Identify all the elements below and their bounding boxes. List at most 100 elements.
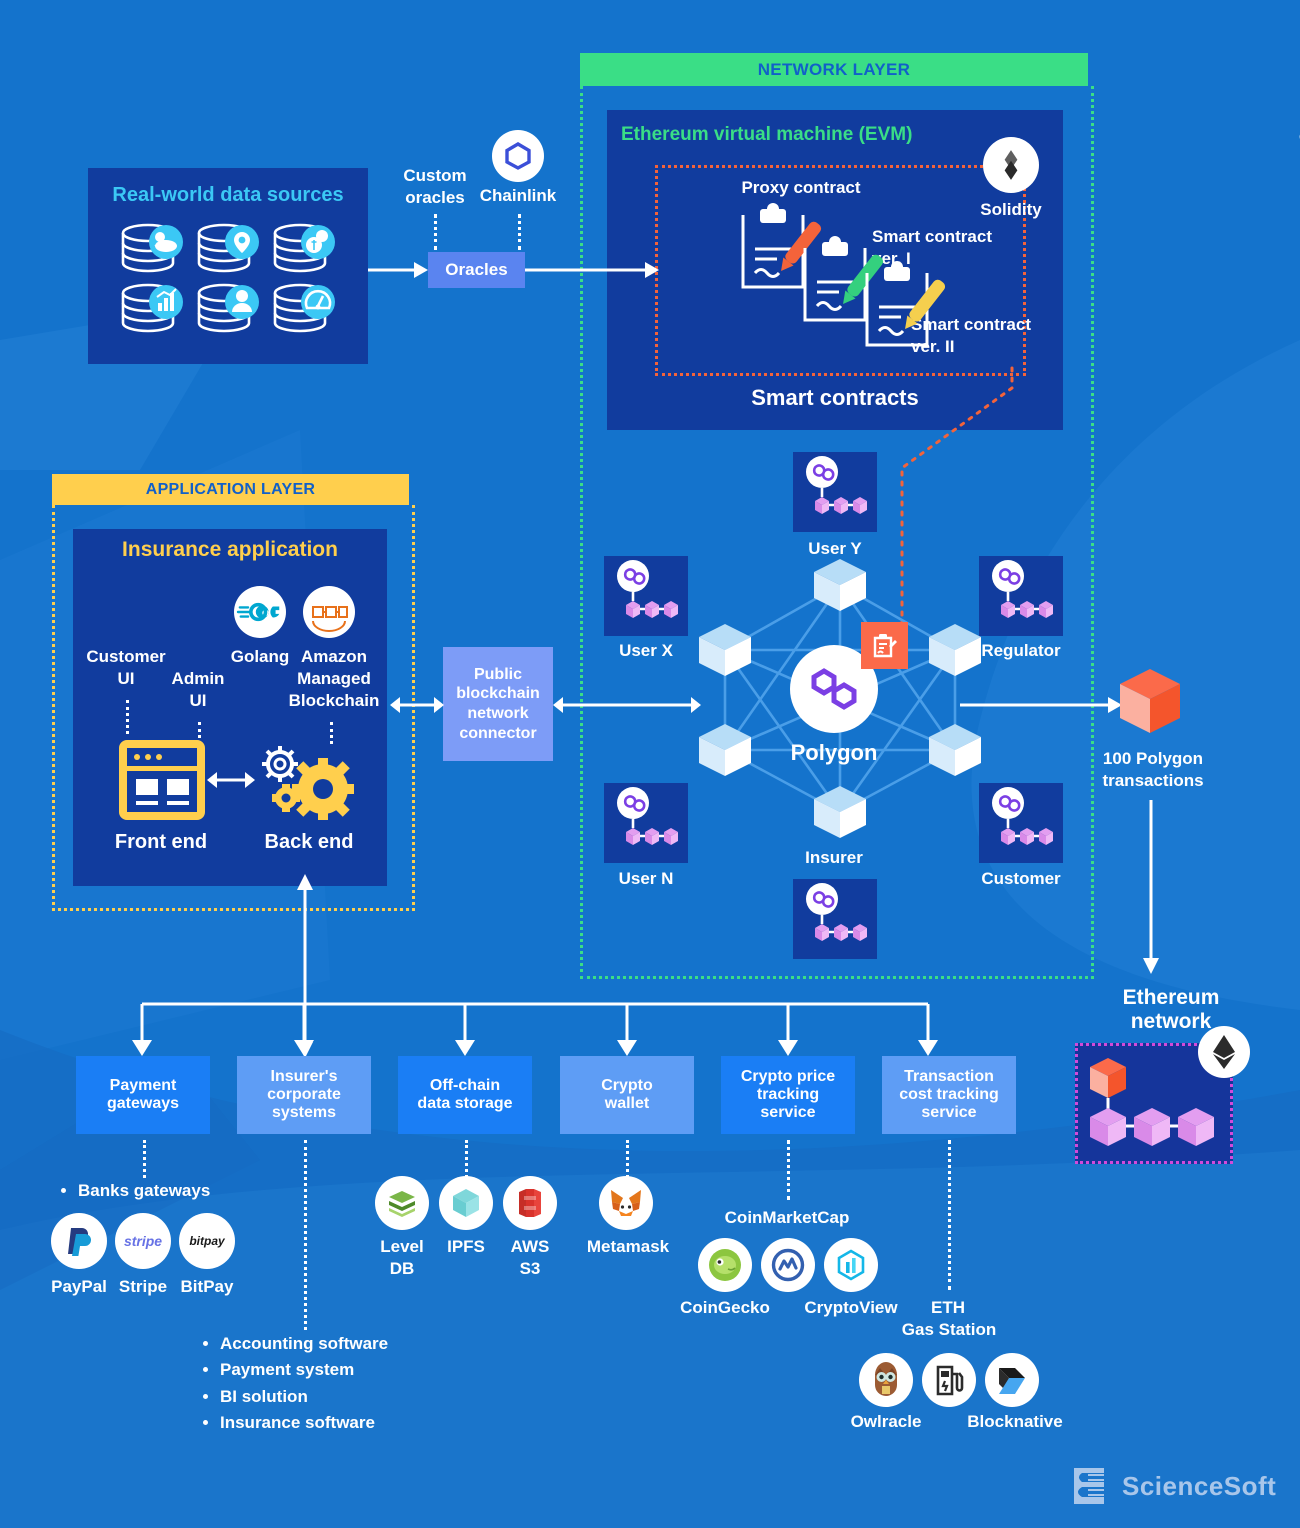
participant-tile-regulator — [979, 556, 1063, 636]
custom-oracles-label-line1: Custom — [403, 166, 467, 185]
bottom-box-off-chain-data-storage[interactable]: Off-chain data storage — [398, 1056, 532, 1134]
corporate-bullet-accounting: Accounting software — [220, 1331, 520, 1357]
leveldb-label-line2: DB — [389, 1259, 415, 1278]
owlracle-label: Owlracle — [850, 1412, 922, 1431]
ethereum-network-label-line2: network — [1130, 1010, 1212, 1033]
blockchain-node-icon — [617, 787, 678, 845]
stripe-wordmark: stripe — [123, 1233, 163, 1249]
customer-ui-dotted-connector — [126, 700, 129, 734]
polygon-transaction-cube-icon — [1120, 669, 1180, 733]
corporate-bullet-payment-system: Payment system — [220, 1357, 520, 1383]
participant-tile-insurer — [793, 879, 877, 959]
crypto-price-tracking-line-3: service — [760, 1104, 816, 1122]
amazon-label-line2: Managed — [297, 669, 371, 688]
arrow-oracles-to-evm — [525, 262, 659, 278]
custom-oracles-label-line2: oracles — [405, 188, 465, 207]
off-chain-data-storage-line-1: Off-chain — [429, 1076, 501, 1094]
front-end-label: Front end — [114, 831, 208, 853]
arrow-connector-to-polygon — [553, 697, 701, 713]
bottom-box-payment-gateways[interactable]: Payment gateways — [76, 1056, 210, 1134]
amazon-dotted-connector — [330, 722, 333, 744]
chainlink-icon — [505, 142, 531, 170]
transaction-record-icon — [861, 622, 908, 669]
metamask-label: Metamask — [586, 1237, 670, 1256]
proxy-contract-label: Proxy contract — [741, 178, 861, 197]
payment-gateways-line-2: gateways — [106, 1095, 180, 1112]
smart-contract-v2-label-line2: ver. II — [911, 337, 955, 356]
bottom-box-transaction-cost-tracking-service[interactable]: Transaction cost tracking service — [882, 1056, 1016, 1134]
admin-ui-dotted-connector — [198, 722, 201, 744]
oracles-box[interactable]: Oracles — [428, 252, 525, 288]
leveldb-icon — [389, 1191, 415, 1217]
evm-title: Ethereum virtual machine (EVM) — [621, 124, 913, 145]
cryptoview-label: CryptoView — [804, 1298, 898, 1317]
node-label-regulator: Regulator — [981, 641, 1061, 660]
payment-bullet-banks-gateways: Banks gateways — [78, 1178, 328, 1204]
corporate-bullet-bi-solution: BI solution — [220, 1384, 520, 1410]
participant-tile-user-n — [604, 783, 688, 863]
solidity-logo-circle — [983, 137, 1039, 193]
payment-gateways-bullet-list: Banks gateways — [56, 1178, 328, 1204]
smart-contract-v2-label-line1: Smart contract — [911, 315, 1031, 334]
cryptoview-icon — [837, 1249, 865, 1281]
network-layer-boundary — [580, 86, 1094, 979]
crypto-wallet-dotted-connector — [626, 1140, 629, 1178]
golang-icon — [236, 602, 280, 622]
node-label-insurer: Insurer — [805, 848, 863, 867]
ipfs-icon — [453, 1189, 479, 1217]
sciencesoft-mark-icon — [1074, 1468, 1104, 1504]
back-end-icon — [262, 746, 354, 820]
leveldb-logo-circle — [375, 1176, 429, 1230]
transaction-cost-tracking-line-2: cost tracking — [899, 1085, 999, 1103]
off-chain-data-storage-line-2: data storage — [417, 1095, 513, 1112]
cost-tracking-dotted-connector — [948, 1140, 951, 1290]
arrow-polygon-to-transactions — [960, 697, 1122, 713]
bottom-box-crypto-wallet[interactable]: Crypto wallet — [560, 1056, 694, 1134]
customer-ui-label-line2: UI — [117, 669, 135, 688]
ethereum-icon — [1213, 1035, 1235, 1069]
polygon-transactions-label-line1: 100 Polygon — [1102, 749, 1204, 768]
polygon-transactions-label-line2: transactions — [1102, 771, 1204, 790]
blockchain-node-icon — [992, 560, 1053, 618]
payment-gateways-line-1: Payment — [109, 1076, 177, 1094]
oracles-box-label: Oracles — [445, 260, 508, 280]
polygon-icon — [811, 668, 857, 710]
coingecko-icon — [709, 1249, 741, 1281]
ethereum-network-blocks-icon — [1090, 1058, 1214, 1146]
blockchain-node-icon — [806, 456, 867, 514]
blockchain-node-icon — [617, 560, 678, 618]
network-layer-header: NETWORK LAYER — [580, 53, 1088, 86]
smart-contracts-caption: Smart contracts — [751, 385, 919, 410]
aws-s3-icon — [519, 1189, 541, 1217]
public-blockchain-network-connector-box[interactable]: Public blockchain network connector — [443, 647, 553, 761]
blocknative-icon — [999, 1368, 1025, 1394]
eth-gas-station-logo-circle — [922, 1353, 976, 1407]
corporate-bullet-insurance-software: Insurance software — [220, 1410, 520, 1436]
bottom-box-crypto-price-tracking-service[interactable]: Crypto price tracking service — [721, 1056, 855, 1134]
participant-tile-user-y — [793, 452, 877, 532]
corporate-systems-dotted-connector — [304, 1140, 307, 1330]
transaction-cost-tracking-line-1: Transaction — [904, 1067, 994, 1085]
ethereum-network-label-line1: Ethereum — [1122, 986, 1220, 1009]
crypto-price-tracking-line-2: tracking — [756, 1085, 820, 1103]
amazon-label-line3: Blockchain — [288, 691, 380, 710]
leveldb-label-line1: Level — [380, 1237, 424, 1256]
insurers-corporate-systems-line-1: Insurer's — [270, 1067, 338, 1085]
golang-logo-circle — [234, 586, 286, 638]
golang-label: Golang — [230, 647, 290, 666]
coinmarketcap-icon — [771, 1248, 805, 1282]
blockchain-node-icon — [806, 883, 867, 941]
application-layer-title: APPLICATION LAYER — [145, 480, 316, 498]
network-layer-title: NETWORK LAYER — [757, 59, 911, 79]
chainlink-logo-circle — [492, 130, 544, 182]
amazon-managed-blockchain-icon — [312, 606, 348, 632]
paypal-icon — [68, 1228, 91, 1256]
arrow-frontend-backend — [207, 772, 255, 788]
gas-pump-icon — [936, 1365, 964, 1396]
connector-line-1: Public — [473, 665, 522, 683]
aws-s3-label-line2: S3 — [519, 1259, 541, 1278]
arrow-app-to-bottom-tree — [297, 874, 313, 1058]
bottom-box-insurers-corporate-systems[interactable]: Insurer's corporate systems — [237, 1056, 371, 1134]
paypal-logo-circle — [51, 1213, 107, 1269]
back-end-label: Back end — [264, 831, 354, 853]
